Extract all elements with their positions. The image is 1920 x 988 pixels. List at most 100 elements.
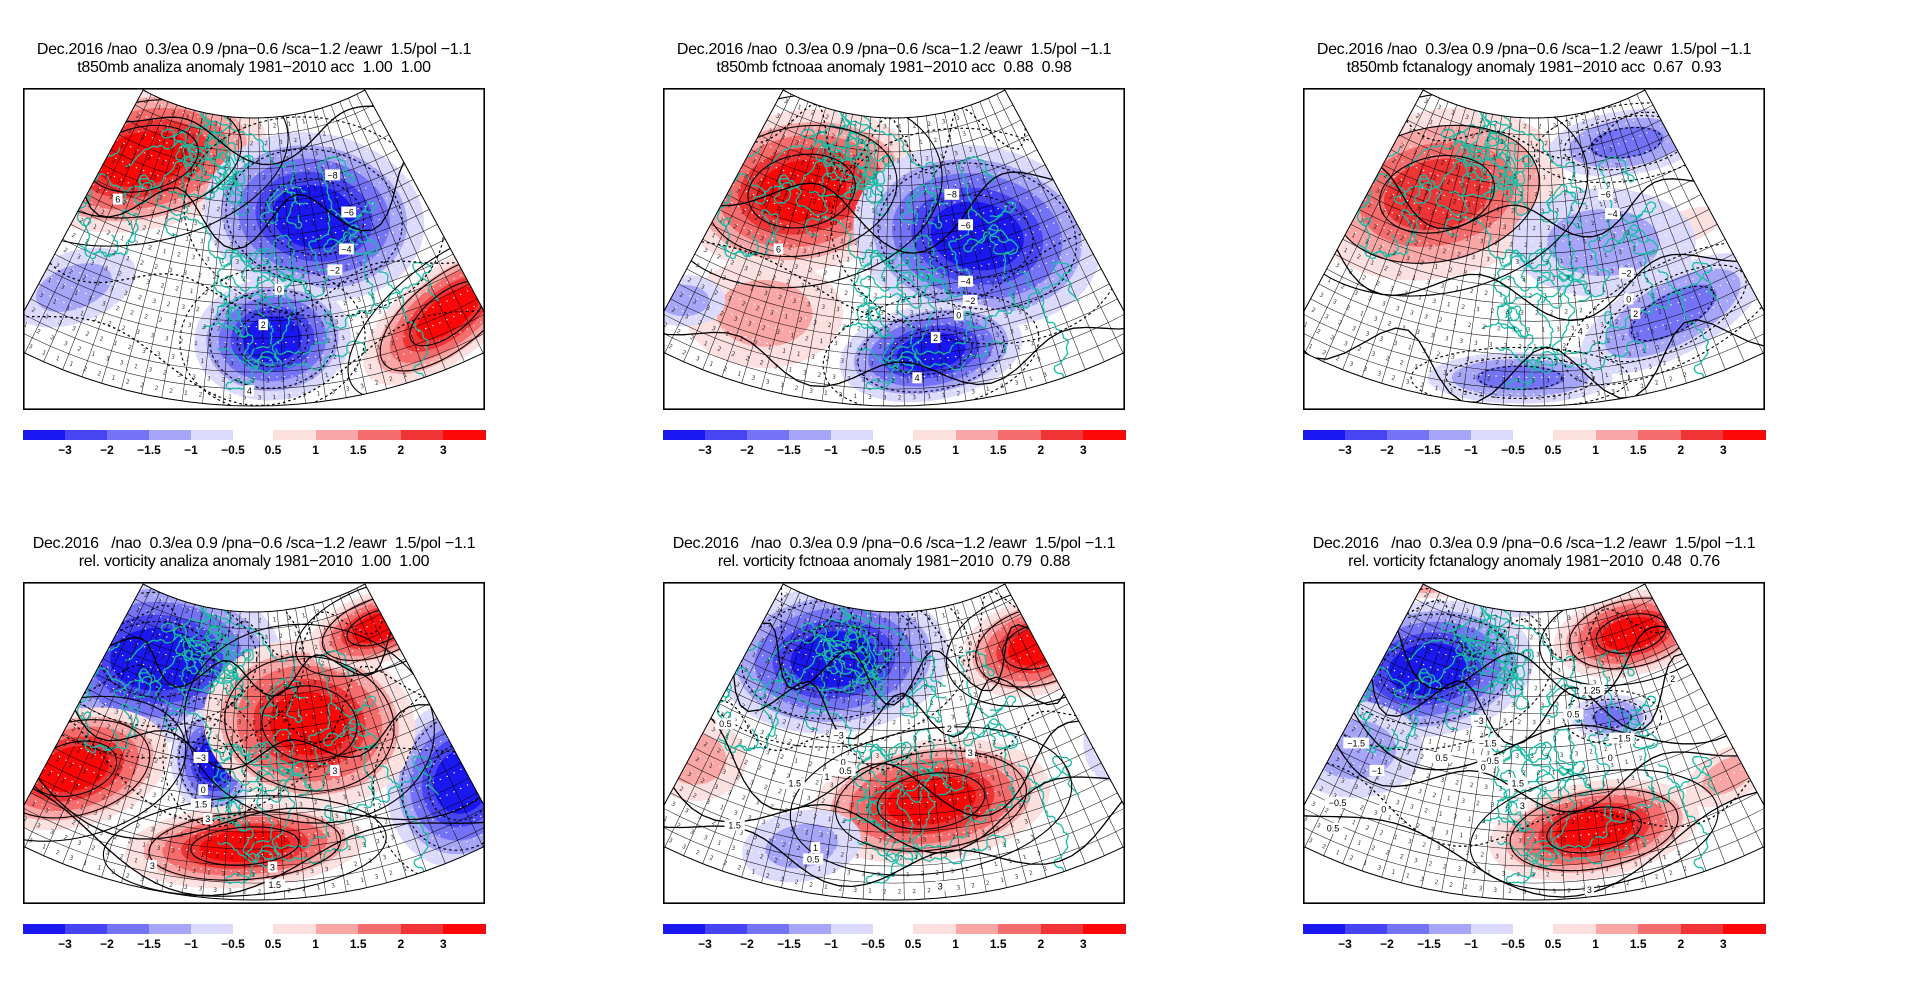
contour-label: 0	[1481, 763, 1486, 773]
colorbar-tick: −1.5	[137, 443, 161, 457]
colorbar-tick: −1	[1464, 443, 1478, 457]
graticule-parallel	[758, 134, 1030, 170]
coastline	[1486, 614, 1586, 687]
contour-label-box	[1475, 737, 1501, 749]
colorbar-tick: −1.5	[1417, 443, 1441, 457]
coastline	[1017, 763, 1070, 882]
contour-label: 3	[150, 861, 155, 871]
panel-title-indices: Dec.2016 /nao 0.3/ea 0.9 /pna−0.6 /sca−1…	[1312, 535, 1756, 552]
contour-label: 2	[958, 645, 963, 655]
coastline	[1007, 755, 1080, 803]
map-fan-area: 3 3 1 3 2 2 3 2 2 2 3 2 22 1 1 3 2 1 1 1…	[1303, 90, 1765, 406]
colorbar-segment	[1387, 430, 1429, 440]
coastline	[899, 677, 947, 723]
contour-line	[32, 787, 485, 897]
graticule-meridian	[683, 98, 800, 362]
contour-line	[379, 255, 485, 372]
coastline	[900, 702, 972, 798]
colorbar-segment	[65, 430, 107, 440]
graticule-meridian	[1547, 117, 1566, 406]
graticule-meridian	[801, 608, 853, 892]
colorbar-tick: 0.5	[264, 443, 282, 457]
map-frame	[663, 582, 1125, 904]
contour-line	[1397, 625, 1669, 701]
coastline	[216, 768, 276, 868]
panel-t850mb-analiza: Dec.2016 /nao 0.3/ea 0.9 /pna−0.6 /sca−1…	[0, 0, 640, 494]
warm-anomaly-level	[1554, 810, 1634, 850]
graticule-meridian	[761, 110, 835, 389]
graticule-parallel	[774, 104, 1014, 136]
colorbar-tick: −0.5	[1501, 937, 1525, 951]
coastline	[852, 249, 911, 319]
contour-label-box	[1609, 732, 1635, 744]
contour-line	[100, 621, 214, 698]
contour-label: −6	[344, 207, 354, 217]
coastline	[1539, 183, 1587, 229]
graticule-meridian	[979, 595, 1086, 864]
panel-title-main: rel. vorticity fctanalogy anomaly 1981−2…	[1348, 553, 1720, 570]
contour-label-box	[1507, 777, 1528, 789]
colorbar-segment	[1040, 430, 1084, 440]
graticule-meridian	[101, 107, 186, 384]
panel-title-main: rel. vorticity analiza anomaly 1981−2010…	[78, 553, 430, 570]
contour-label: 4	[915, 373, 920, 383]
coastline	[1657, 269, 1710, 388]
coastline	[841, 816, 918, 885]
coastline	[765, 90, 870, 168]
map-frame	[23, 582, 485, 904]
graticule-meridian	[1584, 606, 1647, 888]
contour-label-box	[244, 385, 255, 397]
graticule-parallel	[86, 194, 422, 237]
colorbar-tick: −3	[58, 443, 72, 457]
colorbar-tick: 1.5	[989, 443, 1007, 457]
contour-label: −1.5	[1613, 734, 1631, 744]
graticule-meridian	[898, 611, 905, 900]
contour-line	[789, 726, 1073, 876]
contour-label-box	[935, 880, 945, 892]
coastline	[377, 763, 430, 882]
contour-line	[148, 811, 342, 881]
cool-anomaly-level	[35, 263, 112, 312]
contour-label: 0.5	[719, 719, 732, 729]
graticule-meridian	[1636, 588, 1764, 848]
contour-label-box	[1605, 752, 1615, 763]
colorbar-segment	[107, 924, 149, 934]
colorbar-tick: 3	[440, 937, 447, 951]
contour-label: −0.5	[1481, 756, 1499, 766]
contour-label-box	[962, 295, 978, 306]
graticule-meridian	[339, 595, 446, 864]
graticule-meridian	[862, 117, 881, 406]
contour-label: 3	[1587, 885, 1592, 895]
contour-label: 1.5	[195, 800, 208, 810]
colorbar-segment	[1471, 430, 1513, 440]
colorbar: −3 −2 −1.5 −1 −0.5 0.5 1 1.5 2 3	[23, 924, 487, 954]
colorbar-segment	[1471, 924, 1513, 934]
contour-label: 1.5	[728, 821, 741, 831]
graticule-parallel	[758, 628, 1030, 664]
coastline	[367, 261, 440, 309]
coastline	[1647, 261, 1720, 309]
graticule-parallel	[134, 104, 374, 136]
contour-label: 1.5	[1512, 779, 1525, 789]
contour-label-box	[956, 644, 966, 656]
graticule-meridian	[121, 110, 195, 389]
gridpoint-dots	[1355, 707, 1713, 754]
coastline	[1647, 755, 1720, 803]
colorbar-segment	[443, 924, 486, 934]
graticule-meridian	[683, 592, 800, 856]
anomaly-map-canvas: 2 1 3 3 2 2 3 2 2 3 3 1 13 1 1 3 2 1 1 3…	[663, 582, 1125, 904]
graticule-parallel	[1310, 792, 1758, 850]
graticule-meridian	[1401, 604, 1475, 883]
graticule-parallel	[726, 194, 1062, 237]
graticule-parallel	[686, 268, 1102, 322]
graticule-parallel	[70, 224, 438, 271]
panel-vorticity-fctnoaa: Dec.2016 /nao 0.3/ea 0.9 /pna−0.6 /sca−1…	[640, 494, 1280, 988]
contour-label-box	[773, 243, 784, 255]
colorbar-segment	[358, 430, 401, 440]
colorbar-segment	[1429, 430, 1471, 440]
contour-label-box	[1322, 822, 1344, 834]
contour-line	[733, 675, 1065, 740]
contour-line	[236, 311, 309, 368]
map-frame	[1303, 88, 1765, 410]
coastline	[206, 614, 306, 687]
